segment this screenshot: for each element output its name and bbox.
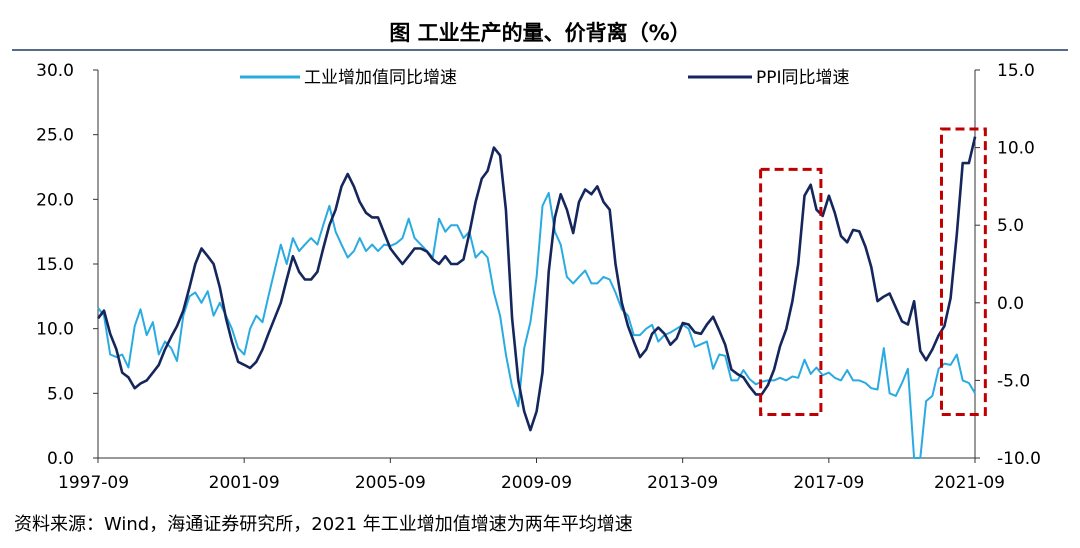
left-tick-label: 0.0 [47,449,74,469]
series-line-industrial-output [97,191,976,459]
right-tick-label: 5.0 [997,216,1024,236]
x-tick-label: 2009-09 [501,473,572,493]
x-tick-label: 2005-09 [355,473,426,493]
x-axis-ticks: 1997-09 2001-09 2005-09 2009-09 2013-09 2017-… [58,458,1005,493]
left-tick-label: 20.0 [36,190,74,210]
annotation-layer [759,127,987,417]
left-tick-label: 25.0 [36,126,74,146]
right-axis-ticks: -10.0 -5.0 0.0 5.0 10.0 15.0 [975,61,1041,469]
highlight-box-1 [759,167,823,417]
right-tick-label: -10.0 [997,449,1041,469]
left-tick-label: 10.0 [36,320,74,340]
source-note: 资料来源：Wind，海通证券研究所，2021 年工业增加值增速为两年平均增速 [14,514,633,535]
series-line-ppi [97,136,977,432]
x-tick-label: 1997-09 [58,473,129,493]
legend-label-ppi: PPI同比增速 [756,68,850,88]
right-tick-label: 0.0 [997,294,1024,314]
left-tick-label: 15.0 [36,255,74,275]
left-tick-label: 5.0 [47,384,74,404]
x-tick-label: 2013-09 [647,473,718,493]
right-tick-label: 15.0 [997,61,1035,81]
legend: 工业增加值同比增速 PPI同比增速 [240,68,850,88]
plot-frame [97,70,976,459]
right-tick-label: 10.0 [997,139,1035,159]
right-tick-label: -5.0 [997,371,1030,391]
left-tick-label: 30.0 [36,61,74,81]
legend-label-industrial: 工业增加值同比增速 [304,68,457,88]
x-tick-label: 2001-09 [209,473,280,493]
x-tick-label: 2021-09 [934,473,1005,493]
highlight-box-2 [939,127,987,417]
left-axis-ticks: 0.0 5.0 10.0 15.0 20.0 25.0 30.0 [36,61,98,469]
x-tick-label: 2017-09 [793,473,864,493]
series-layer [97,136,977,459]
chart-title: 图 工业生产的量、价背离（%） [389,21,690,45]
